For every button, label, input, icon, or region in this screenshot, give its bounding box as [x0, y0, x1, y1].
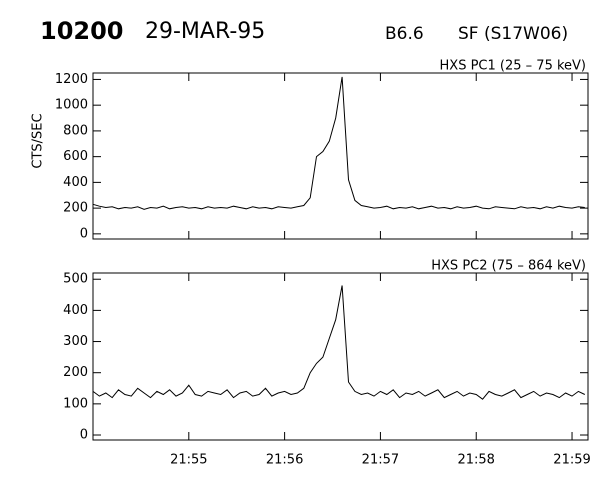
plot-frame — [92, 72, 589, 240]
data-line — [92, 76, 585, 210]
y-tick-label: 400 — [63, 175, 88, 190]
event-date: 29-MAR-95 — [145, 19, 265, 44]
x-tick-label: 21:58 — [457, 453, 494, 468]
panel-title: HXS PC1 (25 – 75 keV) — [440, 59, 586, 74]
y-tick-label: 300 — [63, 334, 88, 349]
y-tick-label: 800 — [63, 123, 88, 138]
y-tick-label: 100 — [63, 396, 88, 411]
x-tick-label: 21:56 — [266, 453, 303, 468]
y-axis-label: CTS/SEC — [31, 113, 46, 168]
y-tick-label: 500 — [63, 272, 88, 287]
x-tick-label: 21:55 — [170, 453, 207, 468]
data-line — [92, 285, 586, 400]
panel-title: HXS PC2 (75 – 864 keV) — [431, 259, 586, 274]
y-tick-label: 0 — [80, 428, 88, 443]
x-tick-label: 21:59 — [553, 453, 590, 468]
event-number: 10200 — [40, 17, 124, 45]
y-tick-label: 200 — [63, 201, 88, 216]
y-tick-label: 0 — [80, 226, 88, 241]
x-tick-label: 21:57 — [362, 453, 399, 468]
y-tick-label: 200 — [63, 365, 88, 380]
plot-frame — [92, 272, 589, 441]
y-tick-label: 1000 — [55, 98, 88, 113]
y-tick-label: 600 — [63, 149, 88, 164]
y-tick-label: 1200 — [55, 72, 88, 87]
flare-info: SF (S17W06) — [458, 24, 568, 44]
y-tick-label: 400 — [63, 303, 88, 318]
goes-class: B6.6 — [385, 24, 424, 44]
